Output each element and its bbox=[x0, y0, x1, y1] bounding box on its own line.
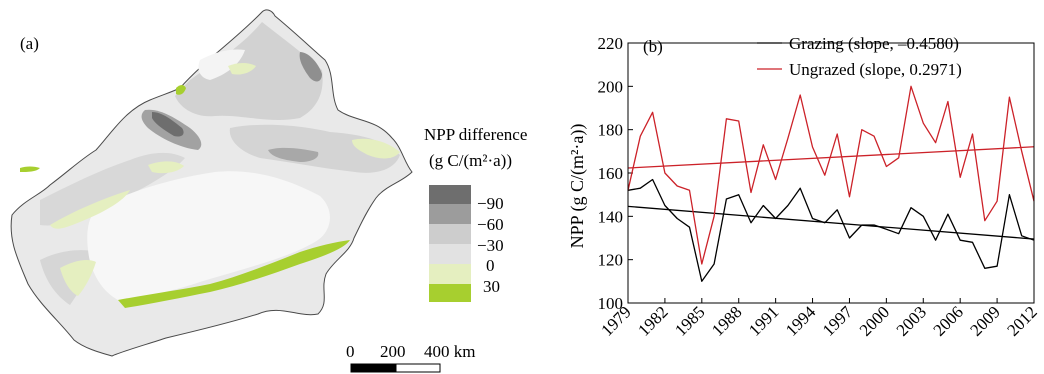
map-panel: (a) NPP difference (g C/(m²·a)) bbox=[10, 9, 527, 373]
x-tick-label: 1988 bbox=[708, 302, 745, 339]
panel-b-label: (b) bbox=[643, 37, 663, 56]
legend-title-line2: (g C/(m²·a)) bbox=[429, 151, 512, 170]
npp-zone-minus30-east bbox=[229, 124, 400, 173]
legend-label-ungrazed: Ungrazed (slope, 0.2971) bbox=[789, 60, 962, 79]
legend-label-3: −30 bbox=[477, 236, 504, 255]
grazing-trend-line bbox=[627, 205, 1035, 240]
panel-a-label: (a) bbox=[20, 34, 39, 53]
npp-zone-0-mid bbox=[148, 161, 184, 174]
y-tick-label: 200 bbox=[598, 77, 624, 96]
scalebar-label-200: 200 bbox=[380, 342, 406, 361]
npp-zone-minus30-west bbox=[40, 152, 185, 226]
y-tick-label: 100 bbox=[598, 294, 624, 313]
legend-swatch-3 bbox=[429, 224, 471, 244]
x-tick-label: 2003 bbox=[893, 302, 930, 339]
x-tick-label: 2012 bbox=[1003, 302, 1040, 339]
x-axis: 1979 1982 1985 1988 1991 1994 1997 2000 2003 2006… bbox=[597, 298, 1041, 340]
x-tick-label: 2000 bbox=[856, 302, 893, 339]
legend-label-5: 30 bbox=[483, 277, 500, 296]
scalebar-label-0: 0 bbox=[346, 342, 355, 361]
y-tick-label: 220 bbox=[598, 34, 624, 53]
ungrazed-trend-line bbox=[627, 146, 1035, 169]
x-tick-label: 2009 bbox=[966, 302, 1003, 339]
npp-zone-0-south bbox=[60, 260, 96, 296]
npp-zone-30-west bbox=[20, 166, 40, 172]
legend-title-line1: NPP difference bbox=[424, 125, 527, 144]
legend-label-2: −60 bbox=[477, 215, 504, 234]
y-tick-label: 160 bbox=[598, 164, 624, 183]
x-tick-label: 1985 bbox=[671, 302, 708, 339]
x-tick-label: 1997 bbox=[819, 302, 857, 340]
basin-desert bbox=[87, 171, 330, 300]
y-axis: 100 120 140 160 180 200 220 bbox=[598, 34, 633, 313]
npp-zone-minus60-north bbox=[299, 52, 322, 82]
legend-label-1: −90 bbox=[477, 194, 504, 213]
npp-zone-0-north bbox=[228, 63, 256, 75]
x-tick-label: 1994 bbox=[782, 302, 820, 340]
grazing-series-line bbox=[627, 178, 1035, 282]
y-tick-label: 180 bbox=[598, 121, 624, 140]
npp-zone-30 bbox=[118, 240, 350, 308]
y-axis-label: NPP (g C/(m²·a)) bbox=[567, 124, 588, 249]
y-tick-label: 120 bbox=[598, 251, 624, 270]
legend-swatch-1 bbox=[429, 185, 471, 204]
basin-desert-north bbox=[198, 49, 245, 80]
scalebar-black bbox=[350, 363, 397, 373]
x-tick-label: 1991 bbox=[745, 302, 782, 339]
x-tick-label: 1982 bbox=[634, 302, 671, 339]
npp-zone-minus90 bbox=[152, 112, 184, 137]
legend-label-4: 0 bbox=[486, 256, 495, 275]
npp-zone-0 bbox=[50, 190, 130, 229]
line-chart-panel: (b) NPP (g C/(m²·a)) 100 120 140 160 180 200 2… bbox=[567, 34, 1041, 340]
npp-zone-30-north bbox=[176, 85, 186, 95]
npp-zone-0-east bbox=[352, 138, 400, 159]
scalebar-label-400: 400 km bbox=[424, 342, 475, 361]
scalebar-white bbox=[395, 363, 441, 373]
x-tick-label: 2006 bbox=[930, 302, 967, 339]
series-group bbox=[627, 85, 1035, 282]
y-tick-label: 140 bbox=[598, 207, 624, 226]
legend-swatch-6 bbox=[429, 284, 471, 302]
plot-frame bbox=[627, 42, 1035, 304]
npp-zone-minus60-east bbox=[268, 147, 319, 162]
legend-swatch-4 bbox=[429, 244, 471, 264]
legend-swatch-2 bbox=[429, 204, 471, 224]
legend-swatch-5 bbox=[429, 264, 471, 284]
legend-label-grazing: Grazing (slope, –0.4580) bbox=[789, 34, 959, 53]
ungrazed-series-line bbox=[627, 85, 1035, 265]
